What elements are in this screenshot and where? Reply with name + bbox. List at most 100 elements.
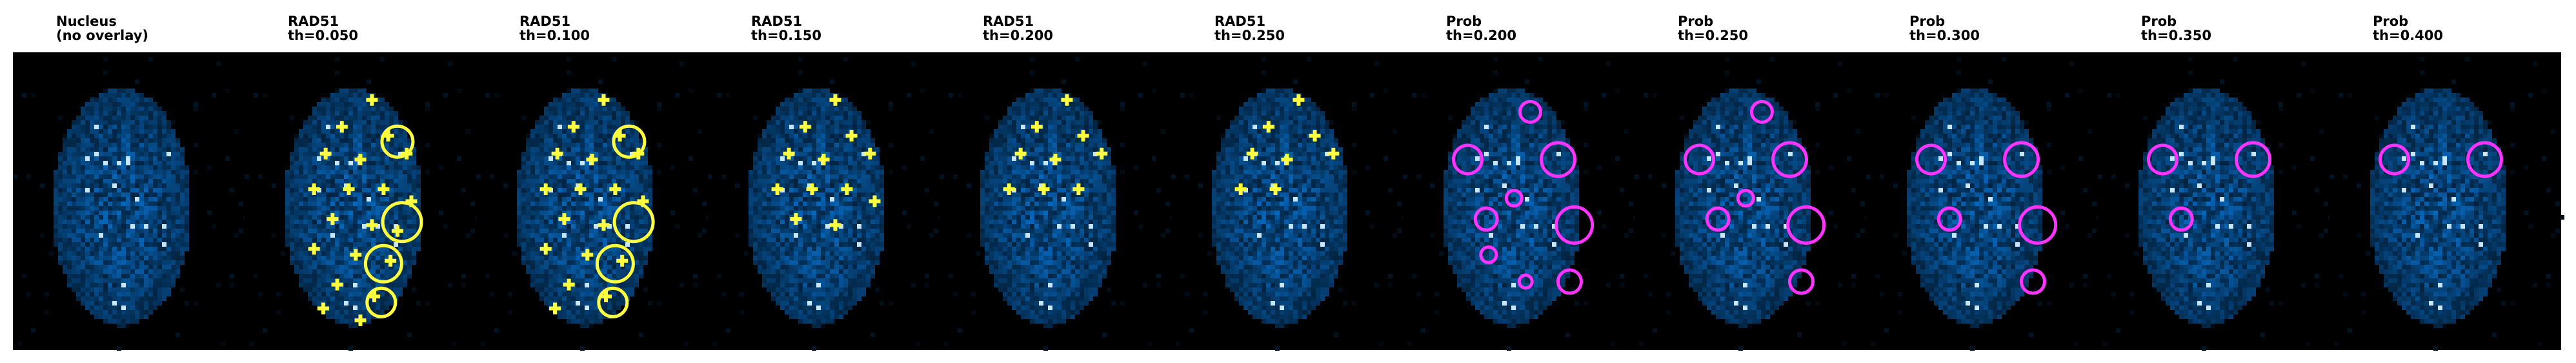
- rad51-spot: [1061, 94, 1073, 106]
- rad51-spot: [558, 213, 570, 225]
- prob-region: [2019, 268, 2046, 295]
- prob-region: [1786, 205, 1826, 245]
- rad51-spot: [598, 94, 610, 106]
- rad51-spot: [841, 183, 853, 196]
- panel-title-line: th=0.350: [2141, 28, 2211, 43]
- panel-title-line: (no overlay): [56, 28, 148, 43]
- prob-region: [1771, 141, 1809, 178]
- rad51-region: [597, 286, 629, 318]
- rad51-spot: [317, 302, 330, 315]
- rad51-spot: [818, 153, 830, 165]
- rad51-spot: [391, 225, 403, 237]
- prob-region: [1555, 205, 1595, 245]
- panel-title-line: th=0.150: [751, 28, 821, 43]
- prob-region: [1937, 206, 1962, 232]
- rad51-spot: [377, 183, 390, 196]
- rad51-spot: [1031, 121, 1043, 133]
- rad51-spot: [586, 153, 598, 165]
- rad51-spot: [366, 219, 378, 231]
- rad51-spot: [864, 147, 876, 160]
- rad51-spot: [1003, 183, 1015, 196]
- rad51-spot: [343, 183, 355, 196]
- rad51-spot: [581, 249, 594, 261]
- prob-region: [2147, 143, 2179, 176]
- rad51-spot: [563, 278, 575, 291]
- rad51-spot: [539, 243, 552, 255]
- rad51-spot: [799, 121, 811, 133]
- rad51-spot: [336, 121, 348, 133]
- rad51-region: [381, 201, 423, 244]
- rad51-spot: [331, 278, 343, 291]
- rad51-spot: [319, 147, 332, 160]
- prob-region: [1517, 273, 1534, 290]
- rad51-spot: [637, 195, 649, 207]
- rad51-spot: [1014, 147, 1027, 160]
- panel-title-line: th=0.250: [1678, 28, 1748, 43]
- panel-title-line: Prob: [2373, 14, 2408, 29]
- rad51-spot: [308, 243, 320, 255]
- rad51-spot: [598, 219, 610, 231]
- panel-title-line: th=0.200: [1446, 28, 1516, 43]
- prob-region: [1504, 189, 1524, 208]
- prob-region: [1736, 189, 1755, 208]
- panel: Nucleus(no overlay): [13, 14, 248, 351]
- prob-region: [1705, 206, 1731, 232]
- panel-title-line: RAD51: [983, 14, 1034, 29]
- rad51-spot: [1327, 147, 1340, 160]
- rad51-spot: [385, 254, 397, 267]
- prob-region: [1518, 99, 1542, 124]
- prob-region: [1473, 206, 1499, 232]
- rad51-spot: [1262, 121, 1274, 133]
- rad51-spot: [609, 183, 621, 196]
- rad51-spot: [1234, 183, 1247, 196]
- prob-region: [2003, 141, 2040, 178]
- rad51-spot: [783, 147, 795, 160]
- rad51-spot: [1293, 94, 1305, 106]
- rad51-region: [380, 124, 415, 159]
- rad51-spot: [539, 183, 552, 196]
- prob-region: [1556, 268, 1583, 295]
- rad51-spot: [354, 153, 367, 165]
- panel-title-line: th=0.100: [519, 28, 590, 43]
- rad51-region: [365, 286, 397, 318]
- rad51-spot: [382, 130, 394, 142]
- panel-title-line: RAD51: [519, 14, 570, 29]
- rad51-spot: [1077, 130, 1089, 142]
- rad51-spot: [614, 130, 626, 142]
- prob-region: [1479, 245, 1498, 264]
- rad51-spot: [1038, 183, 1050, 196]
- rad51-spot: [771, 183, 783, 196]
- rad51-spot: [829, 219, 841, 231]
- rad51-spot: [1309, 130, 1321, 142]
- panel-title-line: th=0.400: [2373, 28, 2443, 43]
- rad51-spot: [567, 121, 579, 133]
- panel-title-line: Prob: [1446, 14, 1482, 29]
- prob-region: [2018, 205, 2058, 245]
- panel-title-line: Nucleus: [56, 14, 117, 29]
- prob-region: [2235, 141, 2272, 178]
- prob-region: [1684, 143, 1716, 176]
- panel-title-line: th=0.050: [288, 28, 358, 43]
- rad51-spot: [368, 291, 381, 303]
- rad51-spot: [790, 213, 802, 225]
- rad51-spot: [1281, 153, 1293, 165]
- panel-title-line: Prob: [1678, 14, 1713, 29]
- rad51-spot: [845, 130, 858, 142]
- rad51-spot: [366, 94, 378, 106]
- prob-region: [1915, 143, 1947, 176]
- prob-region: [2168, 206, 2194, 232]
- prob-region: [2379, 143, 2411, 176]
- rad51-region: [363, 244, 403, 284]
- prob-region: [1749, 99, 1774, 124]
- rad51-spot: [600, 291, 612, 303]
- panel-title-line: RAD51: [1214, 14, 1265, 29]
- rad51-spot: [350, 249, 362, 261]
- rad51-spot: [806, 183, 818, 196]
